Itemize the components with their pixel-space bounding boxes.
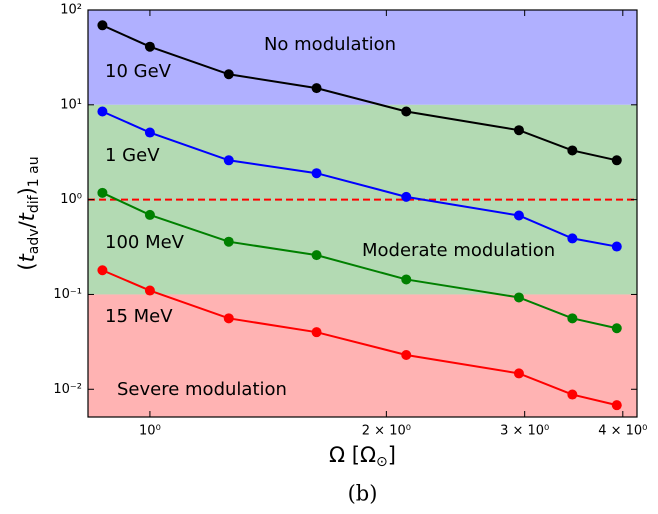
data-point — [513, 368, 524, 379]
data-point — [223, 313, 234, 324]
x-tick-label: 4 × 10⁰ — [598, 424, 647, 439]
x-tick-label: 10⁰ — [139, 424, 161, 439]
region-label: Severe modulation — [117, 379, 287, 400]
series-line — [102, 24, 617, 162]
series-label: 100 MeV — [105, 232, 185, 253]
y-label-part: t — [15, 253, 39, 262]
series-label: 15 MeV — [105, 306, 173, 327]
y-tick-label: 10⁻² — [53, 382, 82, 397]
y-tick-label: 10² — [60, 3, 82, 18]
x-label-part: Ω [Ω — [329, 443, 376, 467]
data-point — [611, 155, 622, 166]
data-point — [144, 127, 155, 138]
y-label-part: 1 au — [26, 156, 42, 187]
y-tick-label: 10⁻¹ — [53, 287, 82, 302]
data-point — [567, 313, 578, 324]
y-tick-label: 10⁰ — [60, 192, 82, 207]
caption: (b) — [348, 482, 378, 506]
y-axis-label: (tadv/tdif)1 au — [15, 156, 42, 270]
y-tick-label: 10¹ — [60, 97, 82, 112]
data-point — [311, 168, 322, 179]
region-band — [88, 10, 637, 105]
data-point — [513, 210, 524, 221]
data-point — [311, 83, 322, 94]
y-label-part: t — [15, 212, 39, 221]
plot-frame — [87, 9, 638, 418]
data-point — [513, 125, 524, 136]
data-point — [567, 145, 578, 156]
data-point — [144, 285, 155, 296]
data-point — [144, 209, 155, 220]
x-label-part: ] — [388, 443, 396, 467]
series-label: 1 GeV — [105, 145, 160, 166]
data-point — [401, 349, 412, 360]
data-point — [513, 292, 524, 303]
data-point — [97, 265, 108, 276]
x-label-part: ⊙ — [376, 454, 388, 470]
data-point — [97, 187, 108, 198]
data-point — [144, 41, 155, 52]
series-line — [102, 110, 617, 248]
data-point — [97, 20, 108, 31]
region-band — [88, 294, 637, 417]
y-label-part: ( — [15, 262, 39, 270]
data-point — [611, 400, 622, 411]
data-point — [611, 241, 622, 252]
series-line — [102, 269, 618, 407]
data-point — [567, 389, 578, 400]
x-tick-label: 2 × 10⁰ — [362, 424, 411, 439]
x-tick-label: 3 × 10⁰ — [500, 424, 549, 439]
data-point — [223, 236, 234, 247]
data-point — [223, 155, 234, 166]
region-label: Moderate modulation — [362, 240, 555, 261]
data-point — [97, 106, 108, 117]
y-label-part: adv — [26, 228, 42, 254]
region-label: No modulation — [264, 34, 396, 55]
data-point — [401, 106, 412, 117]
data-point — [311, 250, 322, 261]
series-line — [101, 191, 617, 330]
y-label-part: / — [15, 220, 39, 228]
data-point — [567, 233, 578, 244]
x-axis-label: Ω [Ω⊙] — [329, 443, 396, 470]
data-point — [223, 69, 234, 80]
data-point — [311, 327, 322, 338]
data-point — [401, 191, 412, 202]
y-label-part: dif — [26, 194, 42, 213]
data-point — [611, 323, 622, 334]
data-point — [401, 274, 412, 285]
y-label-part: ) — [15, 187, 39, 195]
series-label: 10 GeV — [105, 61, 172, 82]
